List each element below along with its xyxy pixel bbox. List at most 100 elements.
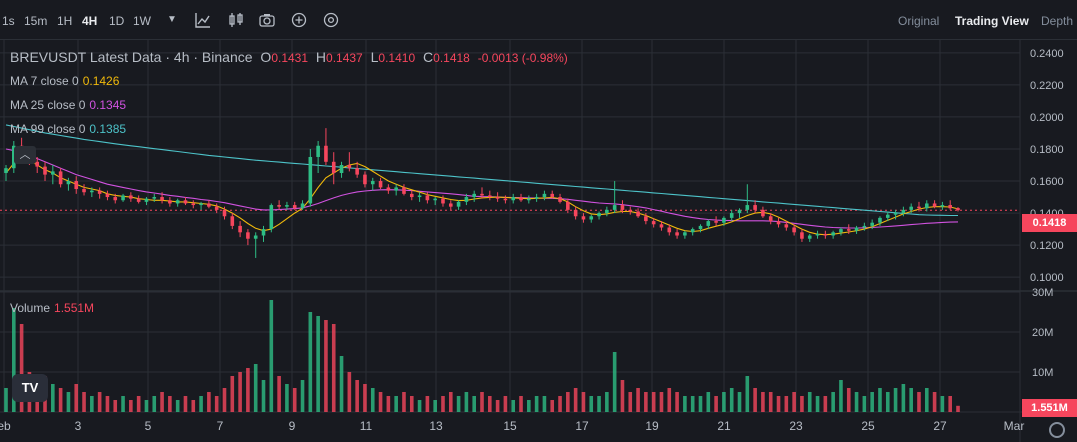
volume-bar [893,388,898,412]
ma25-value: 0.1345 [89,98,127,112]
ma99-legend: MA 99 close 0 0.1385 [10,121,130,136]
settings-circle-icon[interactable] [323,12,339,28]
candle-body [464,197,469,202]
ma25-label: MA 25 close 0 [10,98,86,112]
candle-body [269,205,274,230]
candle-body [152,197,157,199]
axes-layer: 0.24000.22000.20000.18000.16000.14000.12… [0,48,1064,433]
view-trading-view[interactable]: Trading View [955,14,1029,28]
timeframe-1h[interactable]: 1H [57,14,73,28]
date-tick-label: 13 [429,419,443,433]
indicators-icon[interactable] [195,12,211,28]
date-tick-label: eb [0,419,11,433]
candle-body [948,205,952,209]
volume-bar [932,392,937,412]
candle-body [729,213,734,218]
volume-bar [425,396,430,412]
volume-bar [870,392,874,412]
volume-bar [909,388,913,412]
candle-body [300,203,305,209]
price-tick-label: 0.1000 [1030,272,1064,284]
tradingview-logo[interactable]: TV [12,374,48,402]
candle-body [932,203,937,207]
volume-bar [612,352,617,412]
timeframe-1d[interactable]: 1D [109,14,125,28]
price-tick-label: 0.2200 [1030,80,1064,92]
timeframe-15m[interactable]: 15m [24,14,48,28]
volume-bar [846,388,851,412]
candle-body [402,187,406,194]
candle-body [737,209,742,214]
volume-bar [472,396,476,412]
volume-bar [246,368,250,412]
date-tick-label: 5 [145,419,152,433]
volume-bar [409,396,414,412]
volume-bar [542,396,547,412]
collapse-legend-button[interactable]: ︿ [14,146,36,164]
volume-bar [534,396,539,412]
chart-type-candles-icon[interactable] [228,12,244,28]
candle-body [316,145,320,157]
candle-body [753,205,757,210]
volume-bar [144,400,149,412]
volume-bar [113,400,118,412]
candle-body [612,205,617,210]
volume-bar [488,396,492,412]
volume-legend: Volume 1.551M [10,300,98,315]
volume-bar [19,324,24,412]
volume-bar [527,400,531,412]
volume-bar [948,396,952,412]
volume-bar [66,392,71,412]
candle-body [51,171,55,175]
settings-gear-icon[interactable] [1049,422,1065,438]
candle-body [199,203,203,206]
candle-body [129,195,133,199]
volume-bar [698,396,703,412]
add-plus-icon[interactable] [291,12,307,28]
volume-bar [924,388,929,412]
candle-body [534,197,539,199]
volume-bar [776,396,781,412]
volume-bar [277,376,281,412]
volume-bar [722,392,726,412]
price-tick-label: 0.1200 [1030,240,1064,252]
candle-body [768,216,773,222]
candle-body [917,206,921,209]
volume-bar [238,372,242,412]
volume-bar [714,396,718,412]
candle-body [823,233,828,236]
timeframe-4h[interactable]: 4H [82,14,98,28]
ma99-value: 0.1385 [89,122,127,136]
timeframe-1w[interactable]: 1W [133,14,151,28]
candle-body [441,198,445,204]
candle-body [339,165,344,174]
candle-body [363,174,367,185]
volume-bar [168,396,172,412]
more-timeframes-chevron-icon[interactable]: ▼ [167,14,177,25]
candle-body [433,198,437,201]
volume-bar [862,396,867,412]
candle-body [175,200,180,204]
timeframe-1s[interactable]: 1s [2,14,15,28]
volume-bar [566,392,570,412]
candle-body [901,209,906,214]
camera-screenshot-icon[interactable] [259,12,275,28]
candle-body [940,205,945,207]
candle-body [581,216,586,220]
price-tick-label: 0.2400 [1030,48,1064,60]
view-depth[interactable]: Depth [1041,14,1074,28]
candle-body [815,233,820,236]
date-tick-label: 25 [861,419,875,433]
volume-bar [573,388,578,412]
volume-bar [58,388,63,412]
candle-body [292,205,297,209]
volume-bar [511,400,516,412]
candle-body [644,216,648,222]
candle-body [651,221,656,225]
view-original[interactable]: Original [898,14,940,28]
volume-bar [753,388,757,412]
volume-bar [12,308,16,412]
candlestick-chart[interactable]: 0.24000.22000.20000.18000.16000.14000.12… [0,40,1077,442]
candle-body [472,193,476,198]
candle-body [308,156,313,204]
